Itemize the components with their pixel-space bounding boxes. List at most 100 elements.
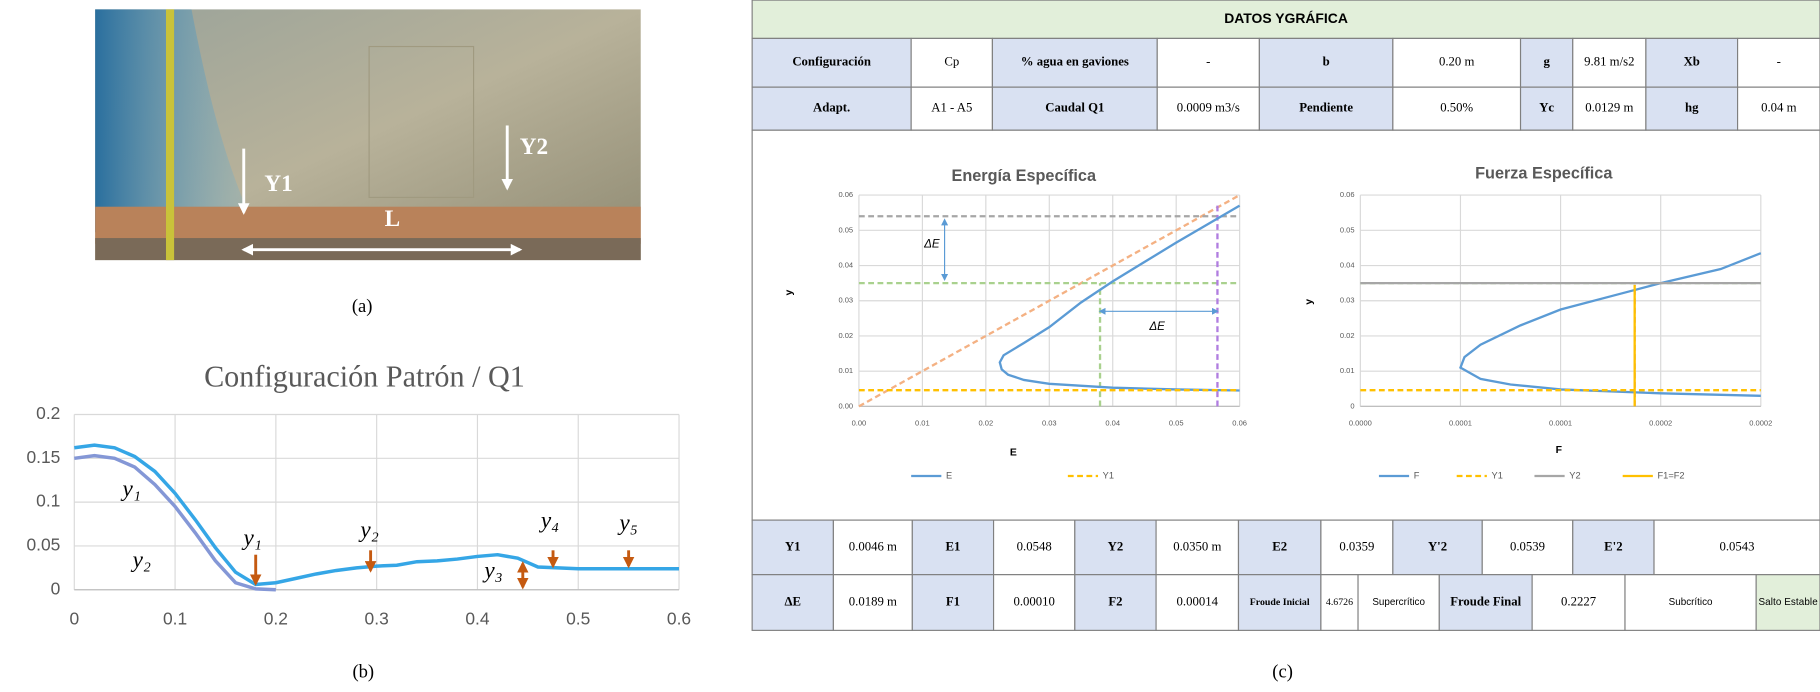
annotation: ΔE (1148, 320, 1165, 333)
y-tick-label: 0.02 (1340, 331, 1355, 340)
table-value: - (1206, 55, 1210, 69)
table-value: 0.00014 (1177, 594, 1219, 608)
y-tick-label: 0.04 (838, 261, 853, 270)
x-axis-label: E (1010, 448, 1017, 459)
legend-label: Y1 (1103, 470, 1114, 480)
y-tick-label: 0.06 (1340, 190, 1355, 199)
table-value: 0.0046 m (849, 539, 897, 553)
table-label: Y2 (1108, 539, 1124, 553)
chart-panel (752, 130, 1820, 520)
x-tick-label: 0 (69, 609, 79, 629)
table-label: g (1543, 55, 1550, 69)
table-value: 0.0543 (1719, 539, 1754, 553)
table-label: Xb (1684, 55, 1700, 69)
x-tick-label: 0.05 (1169, 419, 1184, 428)
table-value: 9.81 m/s2 (1584, 55, 1634, 69)
table-label: b (1323, 55, 1330, 69)
y-tick-label: 0.06 (838, 190, 853, 199)
table-label: Configuración (792, 55, 871, 69)
table-value: 4.6726 (1326, 597, 1353, 608)
x-tick-label: 0.3 (365, 609, 389, 629)
table-value: 0.0129 m (1585, 101, 1633, 115)
table-label: % agua en gaviones (1021, 55, 1129, 69)
photo-label: Y2 (520, 134, 548, 160)
table-value: 0.0189 m (849, 594, 897, 608)
table-label: E2 (1272, 539, 1287, 553)
photo: Y1 Y2 L (95, 9, 641, 260)
x-tick-label: 0.0001 (1549, 419, 1572, 428)
table-value: 0.20 m (1439, 55, 1475, 69)
caption: (b) (352, 662, 374, 683)
table-value: 0.00010 (1013, 594, 1054, 608)
x-tick-label: 0.0000 (1349, 419, 1372, 428)
x-tick-label: 0.0002 (1749, 419, 1772, 428)
annotation: y₅ (617, 510, 637, 536)
table-value: 0.0350 m (1173, 539, 1221, 553)
y-tick-label: 0.01 (1340, 366, 1355, 375)
x-tick-label: 0.03 (1042, 419, 1057, 428)
annotation: y₄ (539, 508, 559, 534)
x-axis-label: F (1556, 445, 1562, 456)
y-tick-label: 0.04 (1340, 261, 1355, 270)
table-value: 0.04 m (1761, 101, 1796, 115)
annotation: y₂ (358, 517, 378, 543)
table-label: F1 (946, 594, 960, 608)
caption: (c) (1272, 662, 1293, 683)
x-tick-label: 0.02 (978, 419, 993, 428)
x-tick-label: 0.4 (465, 609, 490, 629)
y-tick-label: 0.05 (26, 535, 60, 555)
table-label: Froude Final (1450, 594, 1521, 608)
x-tick-label: 0.5 (566, 609, 590, 629)
y-tick-label: 0 (1350, 401, 1354, 410)
x-tick-label: 0.0001 (1449, 419, 1472, 428)
legend-label: F (1414, 470, 1420, 480)
y-tick-label: 0 (51, 578, 61, 598)
table-value: Subcrítico (1669, 597, 1713, 608)
table-value: 0.0548 (1017, 539, 1052, 553)
legend-label: Y1 (1492, 470, 1503, 480)
y-tick-label: 0.05 (838, 225, 853, 234)
table-value: 0.0009 m3/s (1177, 101, 1240, 115)
table-label: E1 (946, 539, 961, 553)
x-tick-label: 0.0002 (1649, 419, 1672, 428)
y-tick-label: 0.05 (1340, 225, 1355, 234)
table-label: Yc (1539, 101, 1554, 115)
table-label: Froude Inicial (1250, 597, 1310, 608)
table-label: F2 (1108, 594, 1122, 608)
x-tick-label: 0.2 (264, 609, 288, 629)
y-tick-label: 0.00 (838, 401, 853, 410)
legend-label: Y2 (1569, 470, 1580, 480)
annotation: y₂ (131, 547, 151, 573)
y-axis-label: y (1304, 299, 1315, 305)
y-tick-label: 0.15 (26, 447, 60, 467)
table-value: Cp (944, 55, 959, 69)
x-tick-label: 0.06 (1232, 419, 1247, 428)
annotation: y₁ (241, 525, 261, 551)
table-value: Salto Estable (1758, 597, 1818, 608)
annotation: y₁ (121, 476, 141, 502)
table-value: 0.50% (1440, 101, 1473, 115)
y-tick-label: 0.03 (1340, 296, 1355, 305)
x-tick-label: 0.00 (852, 419, 867, 428)
annotation: y₃ (482, 558, 502, 584)
y-tick-label: 0.01 (838, 366, 853, 375)
page: Y1 Y2 L (a) (b) (c) DATOS YGRÁFICAConfig… (0, 0, 1820, 692)
legend-label: E (946, 470, 952, 480)
photo-label: L (385, 206, 400, 232)
table-label: hg (1685, 101, 1699, 115)
x-tick-label: 0.04 (1105, 419, 1120, 428)
table-label: E'2 (1604, 539, 1622, 553)
y-axis-label: y (784, 290, 795, 296)
table-value: 0.0539 (1510, 539, 1545, 553)
table-value: A1 - A5 (931, 101, 972, 115)
table-label: ΔE (785, 594, 802, 608)
x-tick-label: 0.01 (915, 419, 930, 428)
photo-label: Y1 (264, 171, 292, 197)
figure: Y1 Y2 L (a) (b) (c) DATOS YGRÁFICAConfig… (0, 0, 1820, 692)
table-value: - (1777, 55, 1781, 69)
table-label: Caudal Q1 (1045, 101, 1104, 115)
caption: (a) (352, 296, 373, 317)
table-label: Y1 (785, 539, 801, 553)
table-value: 0.0359 (1339, 539, 1374, 553)
chart-title: Energía Específica (951, 167, 1096, 185)
